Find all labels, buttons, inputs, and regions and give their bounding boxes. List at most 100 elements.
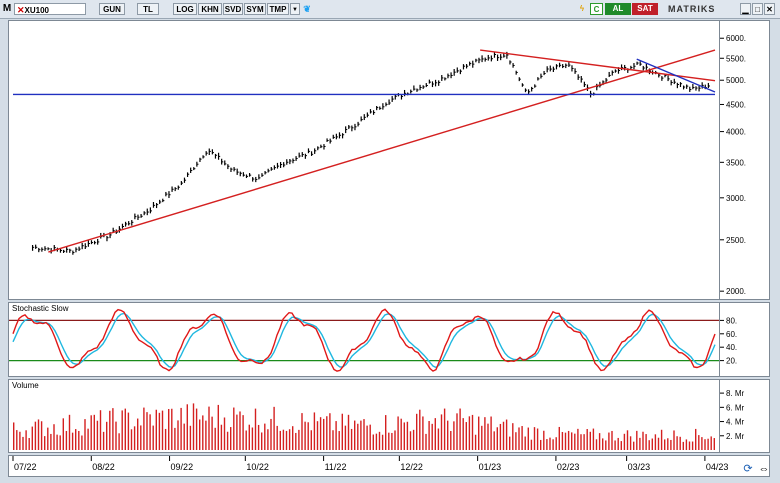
price-bar bbox=[326, 138, 329, 142]
price-bar bbox=[332, 134, 335, 139]
volume-bar bbox=[567, 430, 570, 450]
price-bar bbox=[462, 64, 466, 70]
sell-button[interactable]: SAT bbox=[632, 3, 658, 15]
volume-bar bbox=[381, 434, 384, 450]
price-bar bbox=[168, 191, 171, 199]
price-bar bbox=[611, 70, 614, 76]
scroll-icon[interactable]: ⇔ bbox=[758, 463, 770, 475]
volume-bar bbox=[564, 432, 567, 450]
price-bar bbox=[444, 77, 447, 81]
volume-bar bbox=[99, 410, 102, 450]
price-bar bbox=[596, 83, 599, 91]
dropdown-arrow-icon[interactable]: ▼ bbox=[290, 3, 300, 15]
price-bar bbox=[515, 70, 518, 75]
volume-bar bbox=[31, 426, 33, 450]
price-bar bbox=[44, 246, 47, 251]
volume-bar bbox=[115, 421, 117, 450]
minimize-button[interactable]: ▁ bbox=[740, 3, 751, 15]
price-bar bbox=[360, 116, 363, 122]
price-bar bbox=[419, 84, 422, 91]
price-bar bbox=[255, 176, 258, 183]
price-bar bbox=[583, 81, 586, 88]
volume-bar bbox=[546, 439, 548, 450]
volume-bar bbox=[47, 427, 49, 450]
volume-tick-label: 6. Mr bbox=[726, 403, 745, 412]
volume-bar bbox=[350, 428, 353, 450]
khn-button[interactable]: KHN bbox=[198, 3, 222, 15]
sym-button[interactable]: SYM bbox=[244, 3, 266, 15]
price-bar bbox=[335, 133, 338, 140]
volume-bar bbox=[344, 425, 347, 450]
volume-bar bbox=[341, 413, 343, 450]
volume-bar bbox=[118, 433, 120, 450]
twitter-icon[interactable]: ❦ bbox=[303, 4, 311, 14]
close-button[interactable]: ✕ bbox=[764, 3, 775, 15]
volume-bar bbox=[602, 438, 604, 450]
price-bar bbox=[146, 208, 149, 216]
price-tick-label: 2000. bbox=[726, 287, 746, 296]
price-bar bbox=[698, 85, 701, 92]
volume-axis[interactable]: 2. Mr 4. Mr 6. Mr 8. Mr bbox=[720, 379, 770, 453]
period-button[interactable]: GUN bbox=[99, 3, 125, 15]
log-button[interactable]: LOG bbox=[173, 3, 197, 15]
volume-bar bbox=[484, 417, 486, 450]
price-bar bbox=[608, 71, 611, 78]
price-tick-label: 5000. bbox=[726, 76, 746, 85]
price-bar bbox=[357, 121, 360, 127]
buy-button[interactable]: AL bbox=[605, 3, 631, 15]
price-bar bbox=[69, 248, 72, 253]
volume-bar bbox=[462, 418, 464, 450]
price-bar bbox=[180, 181, 183, 186]
price-panel[interactable] bbox=[8, 20, 720, 300]
symbol-field[interactable]: ✕XU100 bbox=[14, 3, 86, 15]
volume-bar bbox=[84, 419, 86, 450]
symbol-close-icon[interactable]: ✕ bbox=[17, 5, 25, 15]
price-bar bbox=[97, 238, 100, 245]
price-bar bbox=[217, 152, 221, 160]
c-button[interactable]: C bbox=[590, 3, 603, 15]
price-bar bbox=[503, 53, 506, 58]
date-tick-label: 01/23 bbox=[479, 462, 502, 472]
volume-bar bbox=[137, 418, 139, 450]
price-bar bbox=[434, 79, 438, 87]
price-bar bbox=[245, 174, 249, 179]
currency-button[interactable]: TL bbox=[137, 3, 159, 15]
price-bar bbox=[351, 125, 354, 132]
date-axis[interactable]: 07/22 08/22 09/22 10/22 11/22 12/22 01/23 02/23… bbox=[8, 455, 770, 477]
volume-chart bbox=[13, 403, 715, 450]
refresh-icon[interactable]: ⟳ bbox=[743, 463, 753, 475]
volume-bar bbox=[549, 437, 551, 450]
price-bar bbox=[62, 249, 66, 253]
price-bar bbox=[422, 85, 425, 89]
tmp-button[interactable]: TMP bbox=[267, 3, 289, 15]
price-axis[interactable]: 2000. 2500. 3000. 3500. 4000. 4500. 5000. 5500.… bbox=[720, 20, 770, 300]
lightning-icon[interactable]: ϟ bbox=[579, 4, 585, 13]
price-bar bbox=[571, 65, 574, 72]
volume-bar bbox=[121, 410, 123, 450]
svd-button[interactable]: SVD bbox=[223, 3, 243, 15]
volume-bar bbox=[620, 441, 622, 450]
stochastic-panel[interactable]: Stochastic Slow bbox=[8, 302, 720, 377]
volume-bar bbox=[595, 439, 598, 450]
volume-bar bbox=[329, 413, 331, 450]
volume-bar bbox=[251, 427, 254, 450]
price-bar bbox=[190, 167, 193, 174]
stochastic-axis[interactable]: 20. 40. 60. 80. bbox=[720, 302, 770, 377]
price-bar bbox=[329, 138, 332, 144]
menu-button[interactable]: M bbox=[2, 3, 12, 14]
volume-bar bbox=[199, 419, 201, 450]
volume-bar bbox=[629, 436, 632, 450]
price-bar bbox=[512, 63, 515, 68]
volume-bar bbox=[574, 433, 576, 450]
volume-bar bbox=[307, 422, 309, 450]
volume-bar bbox=[509, 436, 511, 450]
price-bar bbox=[382, 103, 385, 110]
price-bar bbox=[428, 79, 431, 84]
volume-bar bbox=[496, 427, 498, 450]
volume-panel[interactable]: Volume bbox=[8, 379, 720, 453]
price-bar bbox=[438, 80, 441, 86]
price-bar bbox=[366, 112, 369, 118]
maximize-button[interactable]: □ bbox=[752, 3, 763, 15]
price-bar bbox=[106, 235, 109, 242]
volume-bar bbox=[440, 414, 443, 450]
